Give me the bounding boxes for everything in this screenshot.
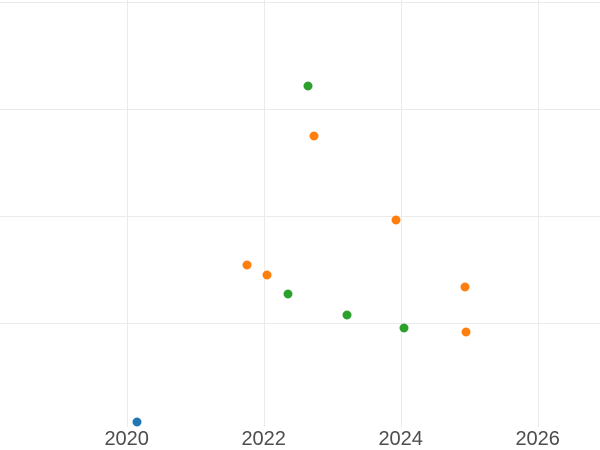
data-point-orange bbox=[309, 131, 319, 141]
data-point-orange bbox=[461, 327, 471, 337]
x-gridline bbox=[126, 0, 128, 427]
data-point-orange bbox=[242, 260, 252, 270]
x-gridline bbox=[400, 0, 402, 427]
data-point-orange bbox=[460, 282, 470, 291]
y-gridline bbox=[0, 2, 600, 4]
data-point-green bbox=[303, 81, 313, 90]
x-gridline bbox=[537, 0, 539, 427]
y-gridline bbox=[0, 322, 600, 324]
x-axis-tick-label: 2022 bbox=[241, 428, 286, 450]
y-gridline bbox=[0, 109, 600, 110]
y-gridline bbox=[0, 215, 600, 217]
data-point-blue bbox=[132, 417, 142, 427]
x-axis-tick-label: 2026 bbox=[515, 428, 560, 450]
data-point-orange bbox=[391, 215, 401, 225]
data-point-green bbox=[399, 323, 409, 333]
x-axis-tick-label: 2020 bbox=[104, 428, 149, 450]
data-point-green bbox=[342, 310, 352, 320]
data-point-orange bbox=[262, 270, 272, 280]
data-point-green bbox=[283, 289, 293, 299]
x-axis-tick-label: 2024 bbox=[378, 428, 423, 450]
x-gridline bbox=[263, 0, 265, 427]
